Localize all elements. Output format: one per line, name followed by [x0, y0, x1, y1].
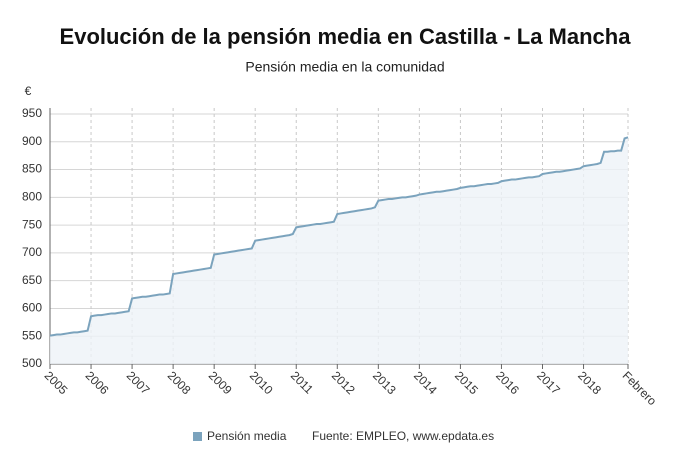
legend-swatch: [193, 432, 202, 441]
chart-title: Evolución de la pensión media en Castill…: [60, 24, 632, 49]
x-tick-label: 2007: [124, 368, 153, 397]
x-tick-label: Febrero: [620, 368, 660, 408]
line: [49, 136, 629, 337]
x-tick-label: 2009: [206, 368, 235, 397]
y-tick-label: 750: [22, 217, 42, 231]
x-tick-label: 2006: [83, 368, 112, 397]
x-tick-label: 2018: [575, 368, 604, 397]
y-tick-label: 600: [22, 301, 42, 315]
x-tick-label: 2016: [493, 368, 522, 397]
y-tick-label: 700: [22, 245, 42, 259]
x-tick-label: 2010: [247, 368, 276, 397]
x-tick-label: 2005: [42, 368, 71, 397]
x-tick-label: 2011: [288, 368, 316, 396]
y-axis-label: €: [25, 84, 32, 98]
x-tick-label: 2008: [165, 368, 194, 397]
x-tick-label: 2013: [370, 368, 399, 397]
x-tick-label: 2012: [329, 368, 358, 397]
y-tick-label: 900: [22, 134, 42, 148]
y-tick-label: 550: [22, 328, 42, 342]
x-tick-label: 2015: [452, 368, 481, 397]
x-tick-label: 2014: [411, 368, 440, 397]
y-tick-label: 950: [22, 106, 42, 120]
source: Fuente: EMPLEO, www.epdata.es: [312, 429, 494, 443]
y-tick-label: 850: [22, 162, 42, 176]
y-tick-label: 800: [22, 190, 42, 204]
chart-subtitle: Pensión media en la comunidad: [245, 59, 444, 75]
area: [50, 137, 628, 364]
y-tick-label: 650: [22, 273, 42, 287]
y-tick-label: 500: [22, 356, 42, 370]
legend-label: Pensión media: [207, 429, 287, 443]
x-tick-label: 2017: [534, 368, 563, 397]
